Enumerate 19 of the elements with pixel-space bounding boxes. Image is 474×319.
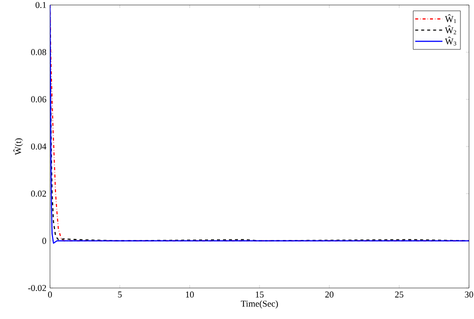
legend-label: Ŵ$_{3}$: [444, 36, 456, 46]
y-axis-title: Ŵ(t): [13, 138, 23, 155]
x-tick-label: 10: [186, 292, 194, 298]
y-tick-label: 0.04: [31, 143, 46, 150]
y-tick-label: 0.06: [31, 96, 46, 102]
x-tick-label: 25: [395, 292, 404, 298]
x-tick-label: 20: [325, 292, 334, 298]
y-tick-label: -0.02: [28, 284, 46, 292]
y-tick-label: 0.1: [36, 2, 46, 8]
legend-label: Ŵ$_{1}$: [444, 14, 456, 24]
x-axis-title: Time(Sec): [240, 300, 278, 309]
y-tick-label: 0.02: [31, 190, 46, 197]
y-tick-label: 0.08: [31, 49, 46, 56]
x-tick-label: 5: [118, 292, 122, 298]
y-tick-label: 0: [42, 238, 46, 244]
legend-label: Ŵ$_{2}$: [444, 26, 456, 34]
x-tick-label: 15: [256, 292, 264, 298]
x-tick-label: 30: [464, 292, 474, 298]
x-tick-label: 0: [48, 292, 52, 298]
